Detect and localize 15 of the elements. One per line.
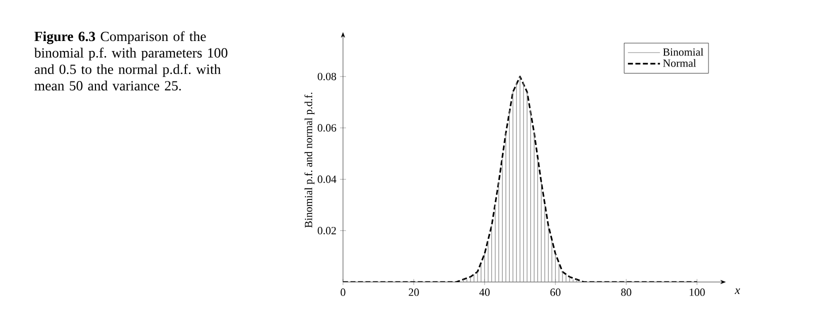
legend-label: Binomial [663, 48, 704, 56]
x-tick-label: 60 [550, 288, 560, 296]
y-tick-label: 0.04 [318, 176, 336, 183]
x-tick-label: 80 [621, 288, 632, 296]
y-tick-label: 0.08 [318, 72, 336, 80]
x-tick-label: 40 [479, 288, 490, 296]
y-axis-title: Binomial p.f. and normal p.d.f. [304, 92, 314, 228]
legend-label: Normal [663, 59, 696, 67]
x-axis-title: x [734, 288, 740, 294]
x-tick-label: 100 [690, 288, 705, 296]
x-tick-label: 20 [408, 288, 419, 296]
text: Figure 6.3 Comparison of the binomial p.f. with parameters 100 and 0.5 to the normal p.d.f. with mean 50 and variance 25. [34, 31, 228, 91]
x-tick-label: 0 [340, 288, 346, 296]
y-tick-label: 0.02 [318, 226, 336, 234]
y-tick-label: 0.06 [318, 124, 336, 132]
